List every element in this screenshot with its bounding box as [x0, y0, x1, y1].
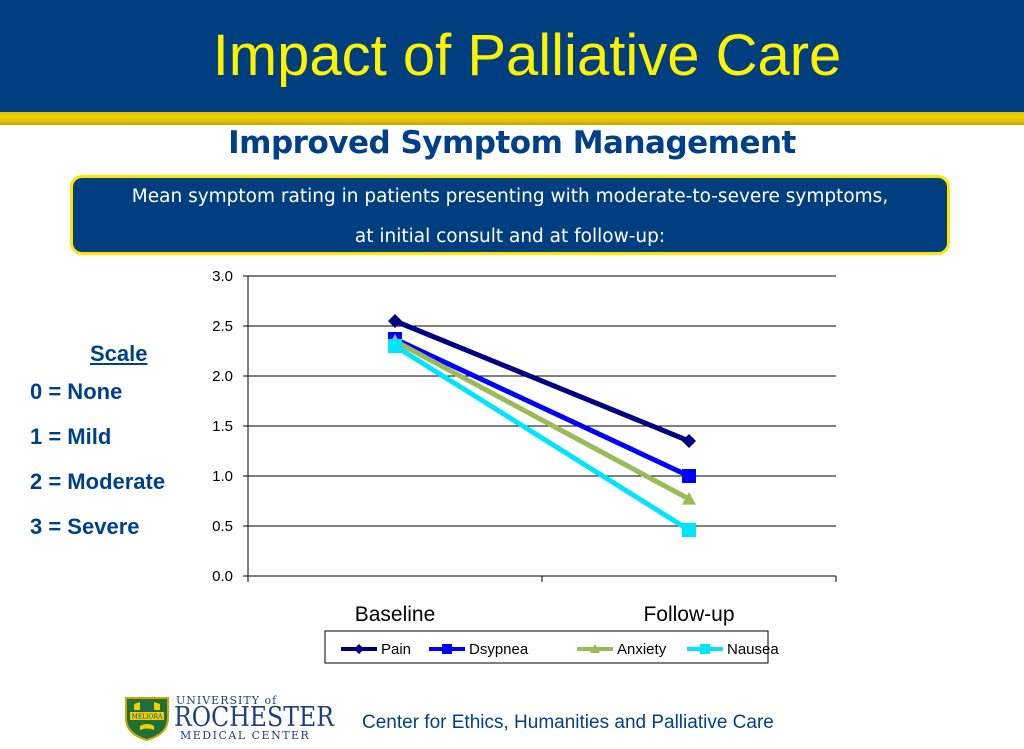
shield-icon: MELIORA	[125, 697, 169, 742]
y-tick-label: 1.0	[212, 468, 233, 485]
y-tick-label: 3.0	[212, 268, 233, 285]
y-tick-label: 2.5	[212, 318, 233, 335]
legend-label-dsypnea: Dsypnea	[469, 641, 529, 658]
series-line-dsypnea	[393, 336, 691, 479]
scale-item-none: 0 = None	[30, 379, 123, 404]
series-line-nausea	[393, 343, 691, 533]
x-tick-label: Baseline	[355, 603, 436, 626]
legend-marker-anxiety	[590, 644, 600, 653]
description-line-1: Mean symptom rating in patients presenti…	[131, 186, 889, 207]
footer-text: Center for Ethics, Humanities and Pallia…	[362, 712, 774, 733]
rochester-logo: MELIORA UNIVERSITY of ROCHESTER MEDICAL …	[125, 694, 335, 742]
logo-line-2: ROCHESTER	[174, 702, 335, 733]
scale-legend: Scale 0 = None 1 = Mild 2 = Moderate 3 =…	[30, 340, 165, 558]
gold-divider	[0, 112, 1024, 125]
slide-subtitle: Improved Symptom Management	[228, 125, 796, 161]
data-point-pain	[682, 434, 696, 448]
description-line-2: at initial consult and at follow-up:	[354, 226, 666, 247]
scale-item-moderate: 2 = Moderate	[30, 469, 166, 494]
legend-label-pain: Pain	[381, 641, 411, 658]
y-tick-label: 0.5	[212, 518, 233, 535]
data-point-nausea	[388, 339, 402, 353]
legend-label-nausea: Nausea	[727, 641, 779, 658]
y-tick-label: 0.0	[212, 568, 233, 585]
y-tick-label: 1.5	[212, 418, 233, 435]
legend-marker-dsypnea	[442, 644, 452, 654]
logo-seal-text: MELIORA	[132, 714, 163, 721]
data-point-dsypnea	[682, 469, 696, 483]
logo-line-3: MEDICAL CENTER	[180, 729, 310, 742]
scale-item-mild: 1 = Mild	[30, 424, 112, 449]
title-banner: Impact of Palliative Care	[0, 0, 1024, 112]
scale-title: Scale	[90, 341, 148, 366]
series-line-anxiety	[393, 338, 691, 502]
x-tick-label: Follow-up	[643, 603, 734, 626]
logo-line-1: UNIVERSITY of	[176, 694, 277, 707]
data-point-anxiety	[682, 492, 696, 505]
y-tick-label: 2.0	[212, 368, 233, 385]
slide-title: Impact of Palliative Care	[212, 23, 842, 88]
scale-item-severe: 3 = Severe	[30, 514, 140, 539]
legend-marker-nausea	[700, 644, 710, 654]
data-point-nausea	[682, 523, 696, 537]
legend-label-anxiety: Anxiety	[617, 641, 667, 658]
legend-marker-pain	[354, 644, 364, 654]
series-line-pain	[394, 318, 690, 444]
data-point-pain	[388, 314, 402, 328]
description-box: Mean symptom rating in patients presenti…	[70, 175, 950, 255]
